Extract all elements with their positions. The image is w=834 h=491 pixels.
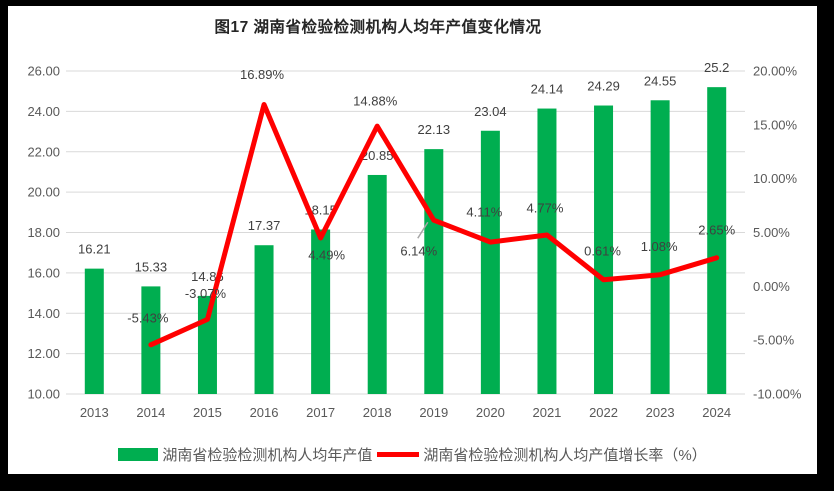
x-axis-label: 2020 xyxy=(476,405,505,420)
label-leader-line xyxy=(417,221,429,239)
bar-data-label: 24.29 xyxy=(587,79,620,94)
line-data-label: 4.11% xyxy=(466,205,502,220)
plot-svg: 26.00 24.00 22.00 20.00 18.00 16.00 14.00 12.00… xyxy=(27,60,802,420)
legend-item-line-series: 湖南省检验检测机构人均产值增长率（%） xyxy=(377,444,707,465)
left-axis-tick-label: 26.00 xyxy=(27,64,60,79)
right-axis-tick-label: 20.00% xyxy=(753,64,798,79)
x-axis-label: 2017 xyxy=(306,405,335,420)
x-axis-label: 2022 xyxy=(589,405,618,420)
right-axis-tick-label: 0.00% xyxy=(753,279,790,294)
bar xyxy=(254,245,274,394)
x-axis-label: 2013 xyxy=(80,405,109,420)
bar-data-label: 17.37 xyxy=(248,218,281,233)
bar-data-label: 15.33 xyxy=(135,259,168,274)
bar-data-label: 24.14 xyxy=(531,82,564,97)
legend-item-bar-series: 湖南省检验检测机构人均年产值 xyxy=(118,444,372,465)
bar xyxy=(311,229,331,394)
line-data-label: 4.49% xyxy=(308,247,345,262)
bar xyxy=(367,174,387,394)
x-axis-label: 2021 xyxy=(532,405,561,420)
legend-line-label: 湖南省检验检测机构人均产值增长率（%） xyxy=(423,447,707,464)
bar xyxy=(707,87,727,395)
chart-title: 图17 湖南省检验检测机构人均年产值变化情况 xyxy=(214,19,542,36)
bar xyxy=(141,286,161,394)
legend-bar-label: 湖南省检验检测机构人均年产值 xyxy=(162,447,373,464)
x-axis-label: 2018 xyxy=(363,405,392,420)
left-axis-tick-label: 12.00 xyxy=(27,346,60,361)
line-data-label: 4.77% xyxy=(527,200,564,215)
bar-data-label: 23.04 xyxy=(474,104,507,119)
right-axis-tick-label: -10.00% xyxy=(753,387,802,402)
left-axis-tick-label: 14.00 xyxy=(27,306,60,321)
left-axis-tick-label: 18.00 xyxy=(27,225,60,240)
line-data-label: -5.43% xyxy=(127,310,169,325)
left-axis-tick-label: 24.00 xyxy=(27,104,60,119)
right-axis-tick-label: -5.00% xyxy=(753,333,795,348)
bar xyxy=(480,130,500,394)
bar xyxy=(424,149,444,394)
legend-bar-swatch xyxy=(118,448,159,461)
x-axis-label: 2024 xyxy=(702,405,731,420)
x-axis-label: 2015 xyxy=(193,405,222,420)
line-data-label: 14.88% xyxy=(353,94,398,109)
line-data-label: 0.61% xyxy=(584,243,621,258)
bar-data-label: 22.13 xyxy=(418,122,451,137)
bar-data-label: 25.2 xyxy=(704,60,729,75)
legend: 湖南省检验检测机构人均年产值 湖南省检验检测机构人均产值增长率（%） xyxy=(8,444,817,465)
line-data-label: 1.08% xyxy=(641,239,678,254)
right-axis-tick-label: 10.00% xyxy=(753,171,798,186)
x-axis-label: 2019 xyxy=(419,405,448,420)
legend-line-swatch xyxy=(377,452,420,457)
chart-area: 图17 湖南省检验检测机构人均年产值变化情况 26.00 24.00 22.00 20… xyxy=(8,6,817,474)
line-data-label: 16.89% xyxy=(240,67,285,82)
left-axis-tick-label: 22.00 xyxy=(27,144,60,159)
x-axis-label: 2016 xyxy=(250,405,279,420)
x-axis-label: 2014 xyxy=(136,405,165,420)
growth-rate-line xyxy=(148,101,720,348)
bar xyxy=(594,105,614,394)
left-axis-tick-label: 16.00 xyxy=(27,265,60,280)
right-axis-tick-label: 15.00% xyxy=(753,117,798,132)
line-data-label: 2.65% xyxy=(698,222,735,237)
left-axis-tick-label: 10.00 xyxy=(27,387,60,402)
bar xyxy=(84,268,104,394)
bar xyxy=(650,100,670,394)
bar-data-label: 24.55 xyxy=(644,73,677,88)
line-data-label: -3.07% xyxy=(185,286,227,301)
right-axis-tick-label: 5.00% xyxy=(753,225,790,240)
line-data-label: 6.14% xyxy=(400,244,437,259)
bar-data-label: 20.85 xyxy=(361,148,394,163)
bar-data-label: 16.21 xyxy=(78,242,111,257)
x-axis-label: 2023 xyxy=(646,405,675,420)
left-axis-tick-label: 20.00 xyxy=(27,185,60,200)
bar xyxy=(537,108,557,394)
